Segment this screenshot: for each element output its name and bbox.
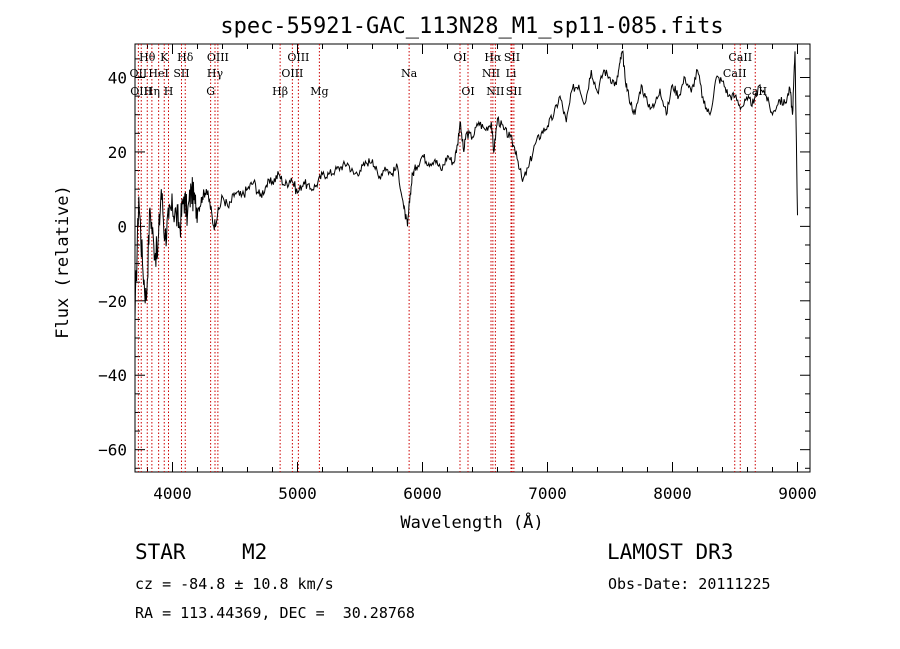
x-tick-label: 5000 — [278, 484, 317, 503]
spectral-line-label: H — [164, 85, 174, 98]
spectral-line-label: Li — [506, 67, 517, 80]
observation-date: Obs-Date: 20111225 — [608, 575, 771, 593]
y-axis-label: Flux (relative) — [53, 185, 73, 339]
spectral-line-label: Na — [401, 67, 418, 80]
object-class: STAR — [135, 540, 186, 564]
spectral-line-label: HeI — [148, 67, 168, 80]
y-tick-label: 0 — [117, 217, 127, 236]
spectral-line-label: CaII — [728, 51, 752, 64]
spectral-line-label: Hδ — [177, 51, 194, 64]
spectral-line-label: SII — [504, 51, 520, 64]
spectral-line-label: K — [160, 51, 169, 64]
x-axis-label: Wavelength (Å) — [400, 511, 543, 533]
y-tick-label: −40 — [98, 366, 127, 385]
spectral-line-label: NII — [482, 67, 500, 80]
object-subclass: M2 — [242, 540, 268, 564]
y-tick-label: 40 — [108, 68, 127, 87]
spectral-line-label: OII — [130, 67, 148, 80]
spectral-line-label: Hα — [484, 51, 502, 64]
spectral-line-label: CaII — [743, 85, 767, 98]
spectral-line-label: SII — [506, 85, 522, 98]
spectral-line-label: CaII — [723, 67, 747, 80]
x-tick-label: 8000 — [653, 484, 692, 503]
spectral-line-label: Hβ — [272, 85, 288, 98]
chart-title: spec-55921-GAC_113N28_M1_sp11-085.fits — [220, 14, 723, 39]
redshift-cz: cz = -84.8 ± 10.8 km/s — [135, 575, 334, 593]
spectral-line-label: SII — [173, 67, 189, 80]
spectral-line-label: Hη — [144, 85, 160, 98]
spectral-line-label: OIII — [287, 51, 309, 64]
spectral-line-label: Hγ — [207, 67, 224, 80]
x-tick-label: 6000 — [403, 484, 442, 503]
spectral-line-label: OI — [453, 51, 466, 64]
y-tick-label: 20 — [108, 143, 127, 162]
spectral-line-label: OIII — [207, 51, 229, 64]
x-tick-label: 4000 — [153, 484, 192, 503]
sky-coordinates: RA = 113.44369, DEC = 30.28768 — [135, 604, 415, 622]
x-tick-label: 7000 — [528, 484, 567, 503]
spectral-line-label: Mg — [310, 85, 328, 98]
y-tick-label: −60 — [98, 441, 127, 460]
spectral-line-label: NII — [486, 85, 504, 98]
survey-name: LAMOST DR3 — [607, 540, 734, 564]
spectral-line-label: OIII — [130, 85, 152, 98]
spectral-line-label: OIII — [281, 67, 303, 80]
flux-series-line — [134, 50, 798, 320]
spectral-line-label: OI — [461, 85, 474, 98]
y-tick-label: −20 — [98, 292, 127, 311]
x-tick-label: 9000 — [778, 484, 817, 503]
spectral-line-label: Hθ — [139, 51, 156, 64]
plot-frame — [134, 43, 811, 473]
spectral-line-label: G — [206, 85, 215, 98]
